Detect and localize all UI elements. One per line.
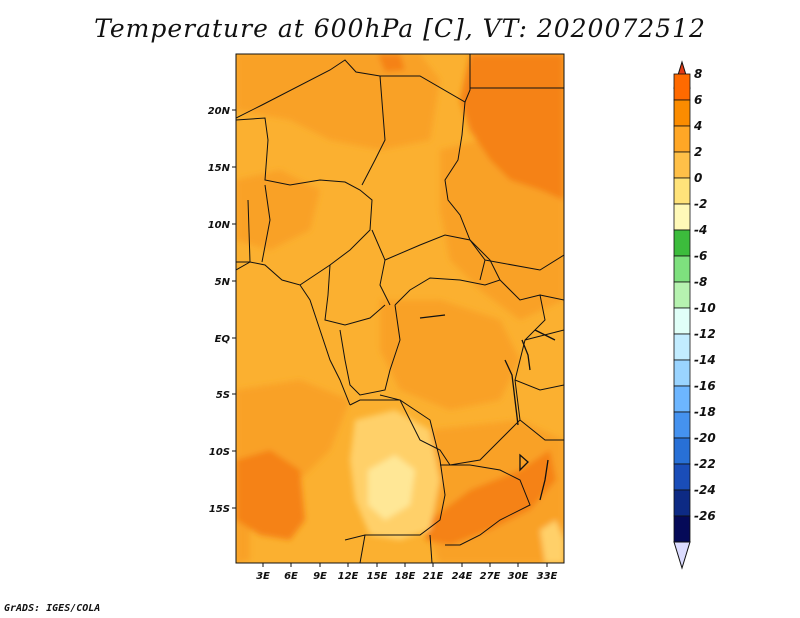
colorbar-label: -20 <box>694 431 716 445</box>
colorbar-label: -6 <box>694 249 707 263</box>
field-warm-north <box>236 54 440 150</box>
lon-label-6e: 6E <box>284 571 298 582</box>
colorbar-swatch <box>673 437 691 465</box>
lon-label-15e: 15E <box>367 571 388 582</box>
field-warm-west <box>236 170 320 250</box>
lon-label-27e: 27E <box>480 571 501 582</box>
colorbar-label: -10 <box>694 301 716 315</box>
colorbar-swatch <box>673 73 691 101</box>
lat-label-15n: 15N <box>208 163 231 174</box>
lon-label-3e: 3E <box>256 571 270 582</box>
lat-label-5n: 5N <box>215 277 231 288</box>
colorbar-label: -26 <box>694 509 716 523</box>
colorbar-label: -22 <box>694 457 716 471</box>
lon-label-18e: 18E <box>395 571 416 582</box>
colorbar-label: 0 <box>694 171 702 185</box>
lakes <box>419 314 556 501</box>
lat-axis: 20N 15N 10N 5N EQ 5S 10S 15S <box>208 106 236 515</box>
colorbar: 8 6 4 2 0 -2 -4 -6 -8 -10 -12 -14 -16 -18 -20 -22 -24 -26 <box>673 60 716 570</box>
lat-label-15s: 15S <box>209 504 230 515</box>
colorbar-swatch <box>673 203 691 231</box>
colorbar-label: -14 <box>694 353 716 367</box>
colorbar-swatch <box>673 229 691 257</box>
lon-label-30e: 30E <box>508 571 529 582</box>
grads-credit: GrADS: IGES/COLA <box>4 603 101 614</box>
colorbar-label: 8 <box>694 67 702 81</box>
lat-label-eq: EQ <box>215 334 231 345</box>
field-warm-congo <box>380 300 520 410</box>
colorbar-swatch <box>673 385 691 413</box>
colorbar-swatch <box>673 359 691 387</box>
colorbar-label: -4 <box>694 223 707 237</box>
colorbar-swatch <box>673 177 691 205</box>
colorbar-label: -24 <box>694 483 716 497</box>
lon-label-12e: 12E <box>338 571 359 582</box>
field-coolest-angola <box>368 455 415 520</box>
temperature-field <box>236 54 564 563</box>
map-frame <box>235 53 565 564</box>
colorbar-swatch <box>673 151 691 179</box>
colorbar-label: -18 <box>694 405 716 419</box>
colorbar-arrow-bottom <box>673 541 691 570</box>
colorbar-label: 4 <box>693 119 702 133</box>
lat-label-10s: 10S <box>209 447 230 458</box>
colorbar-swatch <box>673 307 691 335</box>
colorbar-swatch <box>673 515 691 543</box>
lon-label-24e: 24E <box>452 571 473 582</box>
lon-label-9e: 9E <box>313 571 327 582</box>
colorbar-label: -12 <box>694 327 716 341</box>
field-hot-northeast <box>460 54 564 200</box>
colorbar-label: -8 <box>694 275 707 289</box>
chart-title: Temperature at 600hPa [C], VT: 202007251… <box>94 14 706 43</box>
colorbar-label: 6 <box>694 93 702 107</box>
colorbar-label: 2 <box>694 145 702 159</box>
field-hot-southwest <box>236 450 305 540</box>
colorbar-swatch <box>673 333 691 361</box>
colorbar-swatch <box>673 255 691 283</box>
colorbar-swatch <box>673 281 691 309</box>
lon-axis: 3E 6E 9E 12E 15E 18E 21E 24E 27E 30E 33E <box>256 563 558 582</box>
colorbar-label: -2 <box>694 197 707 211</box>
colorbar-swatch <box>673 125 691 153</box>
lon-label-33e: 33E <box>537 571 558 582</box>
lon-label-21e: 21E <box>423 571 444 582</box>
country-boundaries <box>236 54 564 563</box>
colorbar-swatch <box>673 463 691 491</box>
colorbar-label: -16 <box>694 379 716 393</box>
lat-label-10n: 10N <box>208 220 231 231</box>
colorbar-swatch <box>673 411 691 439</box>
field-hot-southeast <box>425 450 556 545</box>
colorbar-swatch <box>673 489 691 517</box>
lat-label-5s: 5S <box>216 390 230 401</box>
lat-label-20n: 20N <box>208 106 231 117</box>
colorbar-swatch <box>673 99 691 127</box>
